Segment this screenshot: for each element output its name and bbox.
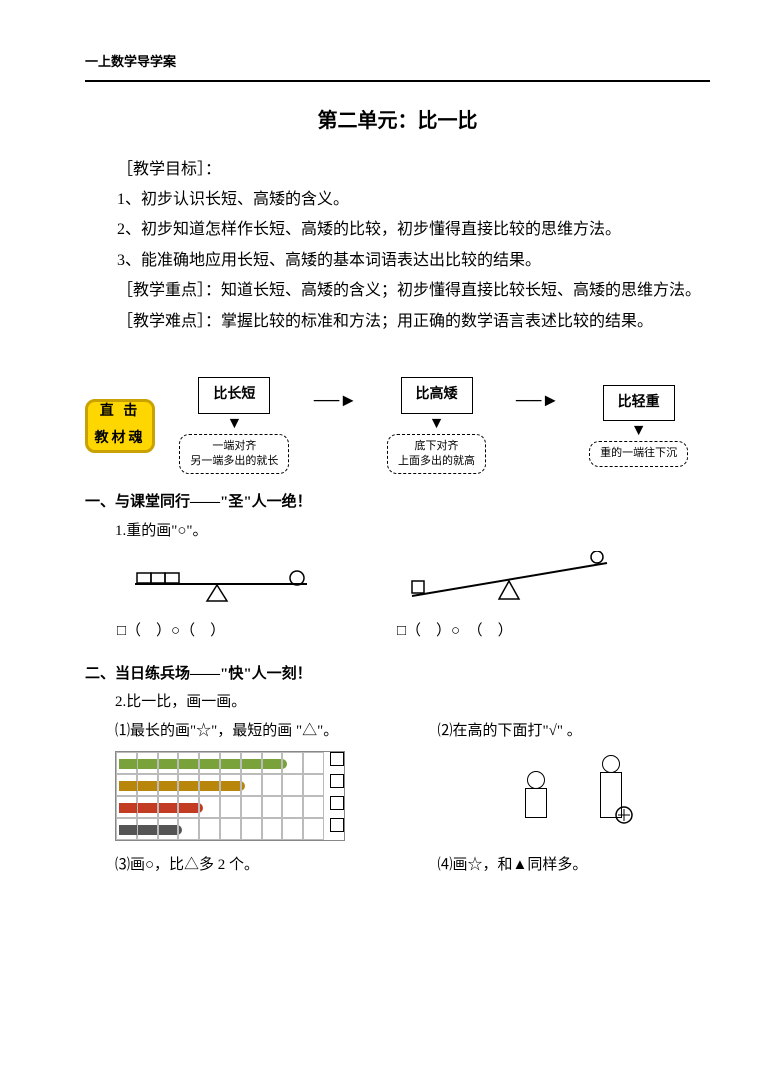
arrow-icon: ──► (516, 383, 559, 417)
flow-node-2: 比高矮 ▼ 底下对齐上面多出的就高 (365, 377, 508, 474)
q2-sub2-text: ⑵在高的下面打"√" 。 (438, 717, 711, 746)
down-arrow-icon: ▼ (226, 416, 242, 432)
q2-sub1-text: ⑴最长的画"☆"，最短的画 "△"。 (115, 717, 388, 746)
seesaw-left-icon (117, 551, 337, 611)
concept-flow: 直 击 教材魂 比长短 ▼ 一端对齐另一端多出的就长 ──► 比高矮 ▼ 底下对… (85, 377, 710, 474)
badge: 直 击 教材魂 (85, 399, 155, 453)
node-title-2: 比高矮 (401, 377, 473, 414)
section-2-head: 二、当日练兵场——"快"人一刻！ (85, 660, 710, 689)
badge-line2: 教材魂 (95, 426, 146, 453)
unit-title: 第二单元：比一比 (85, 102, 710, 140)
ans-right: □（ ）○ （ ） (397, 617, 513, 646)
body-text: ［教学目标］： 1、初步认识长短、高矮的含义。 2、初步知道怎样作长短、高矮的比… (85, 155, 710, 337)
focus-line: ［教学重点］：知道长短、高矮的含义；初步懂得直接比较长短、高矮的思维方法。 (85, 276, 710, 306)
flow-node-3: 比轻重 ▼ 重的一端往下沉 (567, 385, 710, 467)
ans-left: □（ ）○（ ） (117, 617, 225, 646)
kid-tall-icon (584, 753, 639, 823)
arrow-icon: ──► (314, 383, 357, 417)
q2-row2: ⑶画○，比△多 2 个。 ⑷画☆，和▲同样多。 (115, 851, 710, 880)
seesaw-row: □（ ）○（ ） □（ ）○ （ ） (117, 551, 710, 646)
down-arrow-icon: ▼ (631, 423, 647, 439)
q2-sub3: ⑶画○，比△多 2 个。 (115, 851, 388, 880)
q2-text: 2.比一比，画一画。 (115, 688, 710, 717)
kids-figure (438, 753, 711, 823)
q2-sub4: ⑷画☆，和▲同样多。 (438, 851, 711, 880)
section-1-head: 一、与课堂同行——"圣"人一绝！ (85, 488, 710, 517)
goal-1: 1、初步认识长短、高矮的含义。 (85, 185, 710, 215)
kid-short-icon (509, 753, 564, 823)
seesaw-right-icon (397, 551, 627, 611)
node-title-3: 比轻重 (603, 385, 675, 422)
q2-row1: ⑴最长的画"☆"，最短的画 "△"。 ⑵在高的下面打"√" 。 (115, 717, 710, 842)
q1-text: 1.重的画"○"。 (115, 517, 710, 546)
flow-node-1: 比长短 ▼ 一端对齐另一端多出的就长 (163, 377, 306, 474)
node-title-1: 比长短 (198, 377, 270, 414)
page-header: 一上数学导学案 (85, 50, 710, 82)
badge-line1: 直 击 (100, 399, 141, 426)
pencil-grid (115, 751, 345, 841)
node-desc-2: 底下对齐上面多出的就高 (387, 434, 486, 475)
node-desc-1: 一端对齐另一端多出的就长 (179, 434, 289, 475)
down-arrow-icon: ▼ (429, 416, 445, 432)
q2-sub1: ⑴最长的画"☆"，最短的画 "△"。 (115, 717, 388, 842)
goal-3: 3、能准确地应用长短、高矮的基本词语表达出比较的结果。 (85, 246, 710, 276)
seesaw-left: □（ ）○（ ） (117, 551, 337, 646)
goal-2: 2、初步知道怎样作长短、高矮的比较，初步懂得直接比较的思维方法。 (85, 215, 710, 245)
seesaw-right: □（ ）○ （ ） (397, 551, 627, 646)
q2-sub2: ⑵在高的下面打"√" 。 (438, 717, 711, 842)
goals-label: ［教学目标］： (85, 155, 710, 185)
node-desc-3: 重的一端往下沉 (589, 441, 688, 466)
difficulty-line: ［教学难点］：掌握比较的标准和方法；用正确的数学语言表述比较的结果。 (85, 307, 710, 337)
